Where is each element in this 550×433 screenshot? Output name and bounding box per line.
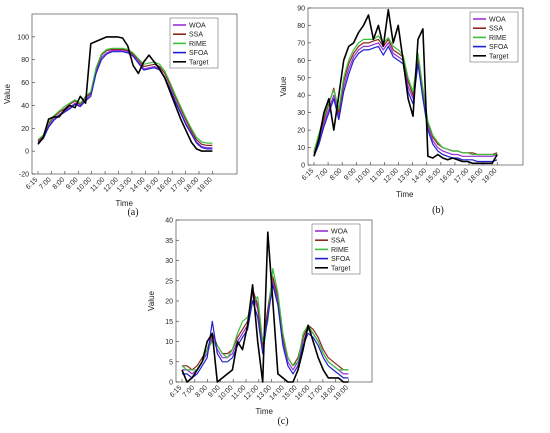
x-tick-label: 13:00 (397, 167, 414, 184)
legend: WOA SSA RIME SFOA Target (469, 11, 519, 63)
series-line-target (37, 36, 213, 152)
x-tick-label: 12:00 (383, 167, 400, 184)
plot-frame (31, 13, 238, 175)
x-tick-label: 15:00 (425, 167, 442, 184)
series-line-ssa (37, 48, 213, 146)
x-tick-label: 6:15 (301, 167, 316, 182)
y-tick-label: 20 (21, 126, 29, 133)
x-axis-label: Time (255, 407, 273, 416)
x-tick-label: 10:00 (354, 167, 371, 184)
x-axis-label: Time (396, 190, 414, 199)
series-line-sfoa (37, 51, 213, 150)
x-tick-label: 7:00 (182, 384, 197, 399)
x-tick-label: 8:00 (329, 167, 344, 182)
x-tick-label: 14:00 (411, 167, 428, 184)
y-tick-label: 15 (165, 319, 173, 326)
y-tick-label: 40 (297, 93, 305, 100)
x-tick-label: 19:00 (333, 384, 350, 401)
y-tick-label: 0 (169, 380, 173, 387)
y-tick-label: 100 (17, 34, 29, 41)
chart-panel-1: -200204060801006:157:008:009:0010:0011:0… (3, 13, 238, 218)
legend-label-rime: RIME (489, 35, 507, 42)
series-line-sfoa (182, 284, 349, 379)
legend-label-woa: WOA (189, 23, 206, 30)
series-line-rime (37, 47, 213, 144)
legend-label-ssa: SSA (331, 238, 345, 245)
legend-label-target: Target (489, 53, 509, 60)
legend-label-target: Target (189, 59, 209, 66)
series-line-target (313, 8, 498, 165)
x-tick-label: 7:00 (315, 167, 330, 182)
y-tick-label: 90 (297, 6, 305, 13)
y-tick-label: 50 (297, 75, 305, 82)
legend-label-woa: WOA (489, 17, 506, 24)
legend: WOA SSA RIME SFOA Target (169, 17, 219, 69)
y-tick-label: 80 (297, 23, 305, 30)
legend-label-sfoa: SFOA (189, 50, 208, 57)
series-line-target (181, 231, 349, 383)
y-tick-label: 10 (297, 145, 305, 152)
x-tick-label: 6:15 (25, 176, 40, 191)
panel-caption: (b) (432, 205, 444, 216)
y-tick-label: 80 (21, 57, 29, 64)
y-tick-label: 5 (169, 359, 173, 366)
plot-frame (307, 7, 524, 166)
panel-caption: (c) (277, 416, 288, 427)
y-tick-label: -20 (19, 172, 29, 179)
y-tick-label: 20 (297, 128, 305, 135)
panel-caption: (a) (127, 207, 138, 218)
y-axis-label: Value (147, 291, 156, 311)
y-tick-label: 30 (297, 110, 305, 117)
legend-label-woa: WOA (331, 229, 348, 236)
y-tick-label: 0 (301, 163, 305, 170)
y-tick-label: 70 (297, 40, 305, 47)
series-line-rime (313, 35, 498, 156)
x-tick-label: 16:00 (439, 167, 456, 184)
x-tick-label: 19:00 (481, 167, 498, 184)
x-tick-label: 8:00 (194, 384, 209, 399)
chart-panel-3: 05101520253035406:157:008:009:0010:0011:… (147, 218, 373, 427)
y-tick-label: 40 (21, 103, 29, 110)
x-tick-label: 6:15 (169, 384, 184, 399)
y-tick-label: 20 (165, 299, 173, 306)
x-tick-label: 18:00 (467, 167, 484, 184)
x-tick-label: 19:00 (196, 176, 213, 193)
legend-label-sfoa: SFOA (331, 256, 350, 263)
legend-label-target: Target (331, 265, 351, 272)
legend-label-sfoa: SFOA (489, 44, 508, 51)
x-tick-label: 17:00 (453, 167, 470, 184)
series-line-woa (313, 42, 498, 157)
x-tick-label: 7:00 (38, 176, 53, 191)
legend-label-rime: RIME (189, 41, 207, 48)
legend-label-rime: RIME (331, 247, 349, 254)
y-tick-label: 0 (25, 149, 29, 156)
legend: WOA SSA RIME SFOA Target (311, 223, 361, 275)
y-tick-label: 30 (165, 258, 173, 265)
y-tick-label: 60 (297, 58, 305, 65)
legend-label-ssa: SSA (189, 32, 203, 39)
series-line-ssa (313, 38, 498, 156)
y-tick-label: 60 (21, 80, 29, 87)
x-axis-label: Time (116, 199, 134, 208)
y-tick-label: 40 (165, 218, 173, 225)
y-tick-label: 25 (165, 278, 173, 285)
x-tick-label: 10:00 (76, 176, 93, 193)
y-tick-label: 10 (165, 339, 173, 346)
y-axis-label: Value (3, 84, 12, 104)
y-tick-label: 35 (165, 238, 173, 245)
legend-label-ssa: SSA (489, 26, 503, 33)
y-axis-label: Value (279, 76, 288, 96)
x-tick-label: 8:00 (52, 176, 67, 191)
